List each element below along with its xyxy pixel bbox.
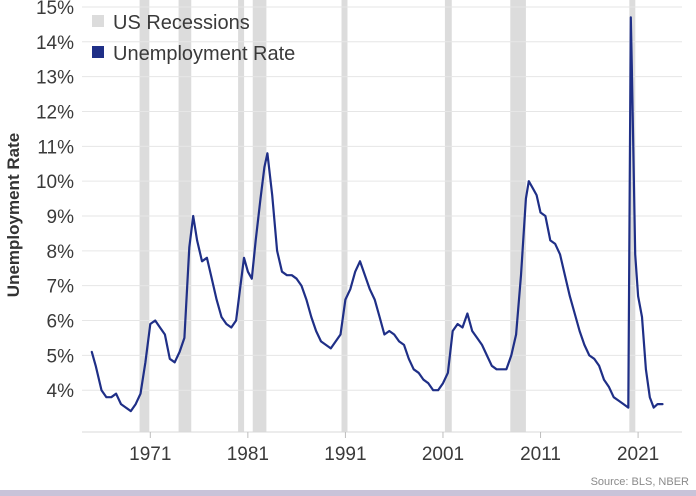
y-tick-label: 5% — [47, 346, 75, 367]
y-tick-label: 7% — [47, 277, 75, 298]
y-tick-label: 9% — [47, 207, 75, 228]
y-axis-label: Unemployment Rate — [4, 133, 23, 297]
y-tick-label: 11% — [37, 137, 74, 158]
unemployment-rate-line — [90, 16, 664, 413]
legend-swatch-unemployment — [92, 46, 104, 58]
y-tick-label: 13% — [36, 68, 74, 89]
x-tick-label: 2001 — [422, 444, 464, 465]
gridlines — [82, 6, 682, 433]
x-tick-label: 2011 — [520, 444, 561, 465]
legend-label-recessions: US Recessions — [113, 12, 250, 34]
y-axis-ticks: 4% 5% 6% 7% 8% 9% 10% 11% 12% 13% 14% 15% — [36, 0, 74, 402]
x-tick-label: 1971 — [129, 444, 171, 465]
x-tick-label: 1991 — [324, 444, 366, 465]
y-tick-label: 4% — [47, 381, 75, 402]
legend-swatch-recessions — [92, 15, 104, 27]
bottom-border — [0, 490, 696, 496]
source-note: Source: BLS, NBER — [591, 476, 689, 488]
legend: US Recessions Unemployment Rate — [92, 12, 295, 65]
y-tick-label: 10% — [36, 172, 74, 193]
y-tick-label: 15% — [36, 0, 74, 19]
x-tick-label: 1981 — [227, 444, 269, 465]
x-axis-ticks: 1971 1981 1991 2001 2011 2021 — [129, 432, 659, 465]
y-tick-label: 8% — [47, 242, 75, 263]
y-tick-label: 6% — [47, 312, 75, 333]
y-tick-label: 14% — [36, 33, 74, 54]
unemployment-series — [90, 16, 664, 413]
legend-label-unemployment: Unemployment Rate — [113, 43, 295, 65]
y-tick-label: 12% — [36, 102, 74, 123]
x-tick-label: 2021 — [617, 444, 659, 465]
